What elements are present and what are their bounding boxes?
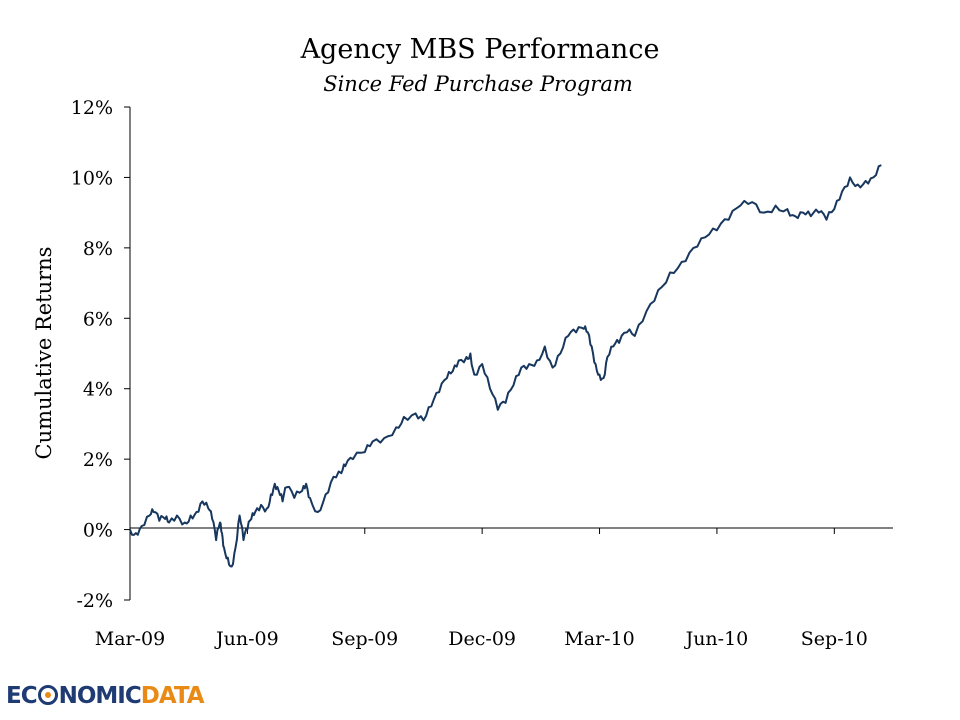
logo-text-middle: NOMIC [58,683,142,709]
x-tick-label: Jun-09 [214,628,279,650]
y-tick-label: 6% [83,308,113,330]
chart-subtitle: Since Fed Purchase Program [323,72,633,96]
logo-text-start: EC [6,683,38,709]
economicdata-logo: EC NOMICDATA [6,683,205,709]
x-axis: Mar-09 Jun-09 Sep-09 Dec-09 Mar-10 Jun-10 Sep-… [95,527,893,650]
x-tick-label: Mar-09 [95,628,165,650]
x-tick-label: Dec-09 [448,628,516,650]
x-tick-label: Sep-09 [331,628,398,650]
y-tick-label: 8% [83,238,113,260]
logo-globe-icon [37,685,58,705]
series-line [129,164,882,568]
y-axis: -2% 0% 2% 4% 6% 8% 10% 12% [71,97,131,612]
chart-title: Agency MBS Performance [300,34,660,65]
y-tick-label: -2% [76,590,113,612]
y-tick-label: 4% [83,379,113,401]
y-tick-label: 0% [83,520,113,542]
y-tick-label: 12% [71,97,113,119]
y-tick-label: 2% [83,449,113,471]
y-tick-label: 10% [71,167,113,189]
series-group [129,164,882,568]
x-tick-label: Jun-10 [684,628,749,650]
logo-text-end: DATA [140,683,205,709]
x-tick-label: Mar-10 [564,628,634,650]
x-tick-label: Sep-10 [801,628,868,650]
y-axis-title: Cumulative Returns [32,247,56,460]
